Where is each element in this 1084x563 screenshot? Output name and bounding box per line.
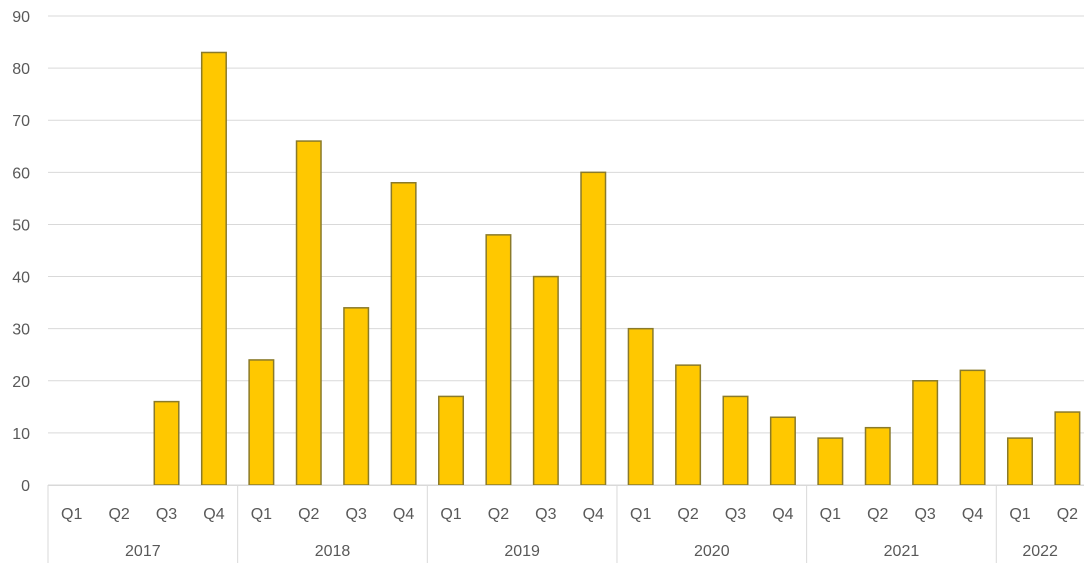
bar — [532, 275, 559, 486]
x-tick-label-quarter: Q2 — [298, 506, 319, 523]
x-tick-label-quarter: Q3 — [914, 506, 935, 523]
x-tick-label-quarter: Q1 — [440, 506, 461, 523]
bar — [485, 234, 512, 486]
bar — [864, 426, 891, 486]
bar — [1006, 437, 1033, 486]
bar — [627, 327, 654, 486]
bar — [438, 395, 465, 486]
x-tick-label-quarter: Q1 — [251, 506, 272, 523]
y-tick-label: 80 — [12, 61, 30, 78]
y-axis-ticks: 0 10 20 30 40 50 60 70 80 90 — [12, 9, 30, 495]
y-tick-label: 0 — [21, 478, 30, 495]
bar — [817, 437, 844, 486]
x-tick-label-quarter: Q2 — [488, 506, 509, 523]
bar — [153, 400, 180, 486]
x-tick-label-year: 2020 — [694, 543, 730, 560]
bar — [200, 51, 227, 486]
y-tick-label: 90 — [12, 9, 30, 26]
x-tick-label-quarter: Q4 — [772, 506, 793, 523]
x-tick-label-year: 2021 — [884, 543, 920, 560]
bar — [769, 416, 796, 486]
x-tick-label-quarter: Q2 — [108, 506, 129, 523]
x-tick-label-quarter: Q1 — [61, 506, 82, 523]
x-tick-label-quarter: Q3 — [156, 506, 177, 523]
y-tick-label: 50 — [12, 217, 30, 234]
x-tick-label-quarter: Q2 — [677, 506, 698, 523]
x-tick-label-quarter: Q3 — [725, 506, 746, 523]
y-tick-label: 40 — [12, 270, 30, 287]
bar — [722, 395, 749, 486]
bar — [248, 359, 275, 486]
x-tick-label-quarter: Q4 — [962, 506, 983, 523]
x-tick-label-quarter: Q1 — [630, 506, 651, 523]
bar — [959, 369, 986, 486]
y-tick-label: 10 — [12, 426, 30, 443]
x-axis: Q1 Q2 Q3 Q4 Q1 Q2 Q3 Q4 Q1 Q2 Q3 Q4 Q1 Q2 Q3 Q4 Q1 Q2 Q3 Q4… — [47, 485, 1084, 563]
x-tick-label-quarter: Q4 — [203, 506, 224, 523]
x-tick-label-year: 2019 — [504, 543, 540, 560]
x-tick-label-quarter: Q3 — [346, 506, 367, 523]
x-tick-label-quarter: Q1 — [820, 506, 841, 523]
x-tick-label-quarter: Q3 — [535, 506, 556, 523]
x-tick-label-quarter: Q2 — [1057, 506, 1078, 523]
x-tick-label-quarter: Q2 — [867, 506, 888, 523]
y-tick-label: 20 — [12, 374, 30, 391]
bars — [153, 51, 1081, 486]
x-tick-label-quarter: Q4 — [393, 506, 414, 523]
y-tick-label: 70 — [12, 113, 30, 130]
x-tick-label-quarter: Q1 — [1009, 506, 1030, 523]
bar — [912, 380, 939, 486]
y-tick-label: 60 — [12, 165, 30, 182]
x-tick-label-year: 2017 — [125, 543, 161, 560]
bar — [295, 140, 322, 486]
x-tick-label-quarter: Q4 — [583, 506, 604, 523]
bar — [580, 171, 607, 486]
bar — [343, 307, 370, 486]
bar — [675, 364, 702, 486]
bar — [390, 182, 417, 486]
y-tick-label: 30 — [12, 322, 30, 339]
x-tick-label-year: 2018 — [315, 543, 351, 560]
bar — [1054, 411, 1081, 486]
x-tick-label-year: 2022 — [1022, 543, 1058, 560]
